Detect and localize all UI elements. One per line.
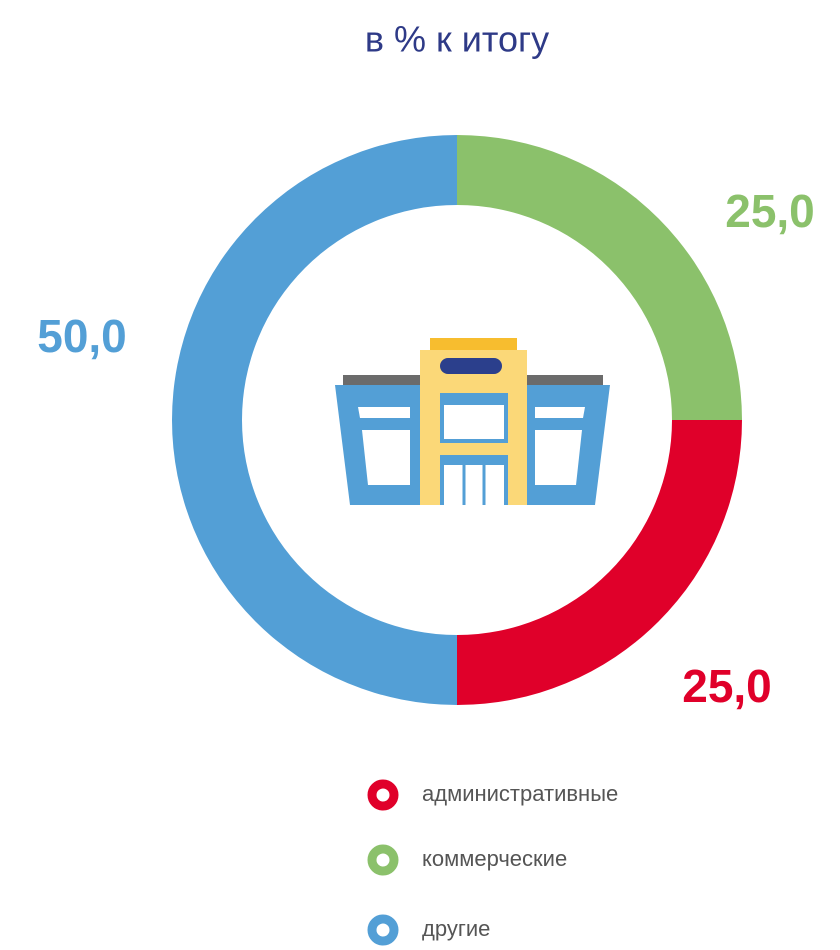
legend-label: административные — [422, 781, 618, 806]
data-label: 25,0 — [682, 660, 772, 712]
legend-marker — [367, 779, 399, 811]
legend-marker — [367, 844, 399, 876]
legend-label: другие — [422, 916, 490, 941]
donut-segment — [172, 135, 457, 705]
data-label: 50,0 — [37, 310, 127, 362]
donut-segment — [457, 420, 742, 705]
donut-segment — [457, 135, 742, 420]
data-label: 25,0 — [725, 185, 815, 237]
building-icon — [335, 338, 610, 505]
legend-label: коммерческие — [422, 846, 567, 871]
chart-title: в % к итогу — [365, 19, 549, 60]
legend-marker — [367, 914, 399, 946]
